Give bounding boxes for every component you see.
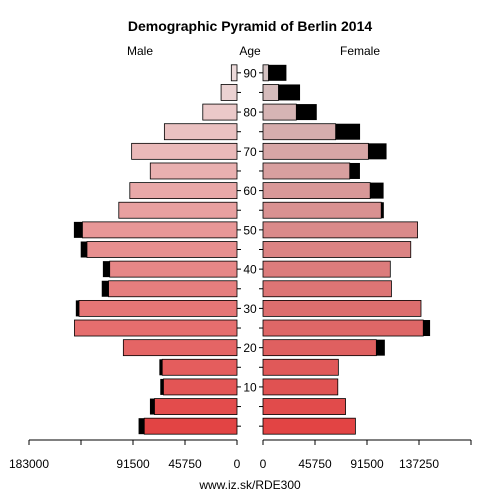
female-excess-bar xyxy=(370,182,384,199)
female-excess-bar xyxy=(376,339,385,356)
female-x-tick-label: 91500 xyxy=(350,457,384,471)
male-excess-bar xyxy=(73,221,83,238)
male-bar xyxy=(149,162,238,180)
male-x-tick-label: 91500 xyxy=(116,457,150,471)
male-x-tick-label: 183000 xyxy=(9,457,49,471)
male-bar xyxy=(78,299,238,317)
male-bar xyxy=(131,142,238,160)
female-bar xyxy=(262,162,351,180)
male-bar xyxy=(108,280,238,298)
male-x-tick-label: 0 xyxy=(234,457,241,471)
male-bar xyxy=(86,241,238,258)
male-bar xyxy=(202,103,238,121)
female-bar xyxy=(262,280,392,298)
age-tick-label: 50 xyxy=(243,223,257,237)
male-bar xyxy=(122,339,238,357)
male-excess-bar xyxy=(160,378,164,395)
axes-group: 183000 91500 45750 0 0 45750 91500 137250 10 20 30… xyxy=(9,66,472,471)
female-bar xyxy=(262,84,279,101)
age-tick-label: 20 xyxy=(243,341,257,355)
female-bar xyxy=(262,378,339,396)
female-bar xyxy=(262,103,297,121)
male-bar xyxy=(220,84,238,101)
male-excess-bar xyxy=(101,280,109,297)
male-excess-bar xyxy=(149,398,155,415)
male-excess-bar xyxy=(138,418,145,435)
female-x-tick-label: 137250 xyxy=(399,457,439,471)
male-bar xyxy=(74,319,238,337)
age-tick-label: 10 xyxy=(243,380,257,394)
source-label: www.iz.sk/RDE300 xyxy=(198,478,301,492)
male-bar xyxy=(163,123,238,141)
male-bar xyxy=(163,378,238,396)
female-excess-bar xyxy=(381,202,384,219)
female-bar xyxy=(262,182,371,200)
male-bar xyxy=(82,221,238,239)
male-excess-bar xyxy=(159,359,163,376)
female-excess-bar xyxy=(368,143,387,160)
age-tick-label: 90 xyxy=(243,66,257,80)
female-bar xyxy=(262,201,382,219)
male-bar xyxy=(161,358,238,376)
female-bar xyxy=(262,142,369,160)
female-x-tick-label: 45750 xyxy=(298,457,332,471)
age-tick-label: 60 xyxy=(243,184,257,198)
female-bar xyxy=(262,299,422,317)
female-bar xyxy=(262,417,356,435)
female-excess-bar xyxy=(278,84,301,101)
age-label: Age xyxy=(239,44,261,58)
female-excess-bar xyxy=(423,320,431,337)
female-bar xyxy=(262,260,391,278)
male-bar xyxy=(129,182,238,200)
female-bar xyxy=(262,339,377,357)
bars-group xyxy=(73,64,431,435)
female-bar xyxy=(262,319,424,337)
female-bar xyxy=(262,241,412,258)
male-excess-bar xyxy=(75,300,80,317)
female-bar xyxy=(262,221,418,239)
female-bar xyxy=(262,358,339,376)
age-tick-label: 80 xyxy=(243,106,257,120)
male-excess-bar xyxy=(102,261,110,278)
male-bar xyxy=(143,417,238,435)
female-bar xyxy=(262,123,337,141)
male-label: Male xyxy=(127,44,153,58)
female-excess-bar xyxy=(268,64,287,81)
female-excess-bar xyxy=(335,123,361,140)
age-tick-label: 40 xyxy=(243,263,257,277)
age-tick-label: 70 xyxy=(243,145,257,159)
male-excess-bar xyxy=(80,241,87,258)
female-excess-bar xyxy=(296,104,317,121)
male-bar xyxy=(230,64,238,82)
male-bar xyxy=(109,260,238,278)
female-excess-bar xyxy=(349,162,360,179)
age-tick-label: 30 xyxy=(243,302,257,316)
male-x-tick-label: 45750 xyxy=(168,457,202,471)
male-bar xyxy=(154,398,238,415)
chart-title: Demographic Pyramid of Berlin 2014 xyxy=(128,18,373,34)
male-bar xyxy=(118,201,238,219)
female-bar xyxy=(262,64,269,82)
female-x-tick-label: 0 xyxy=(260,457,267,471)
female-label: Female xyxy=(340,44,380,58)
female-bar xyxy=(262,398,346,415)
